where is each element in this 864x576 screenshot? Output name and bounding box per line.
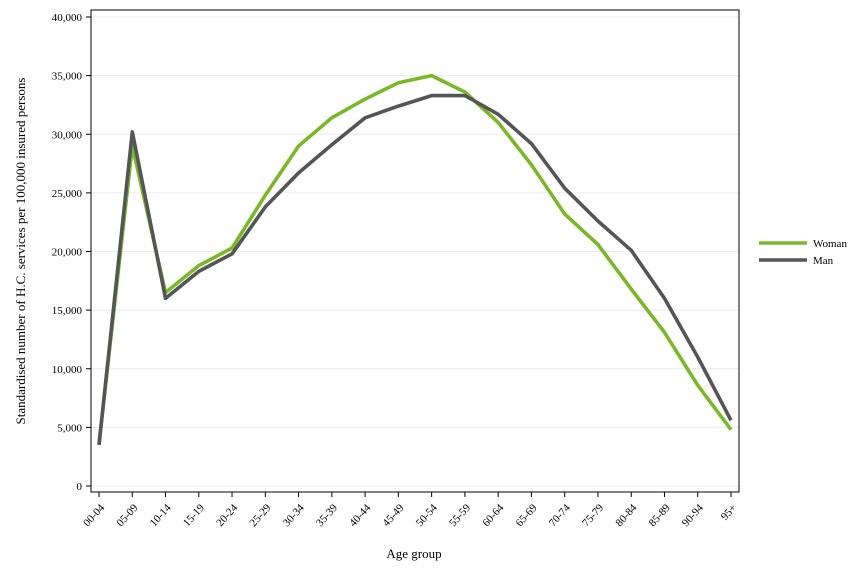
y-tick-label: 0 (77, 481, 83, 493)
x-axis: 00-04 05-09 10-14 15-19 20-24 25-29 30-34 35-39… (81, 492, 739, 529)
y-tick-label: 35,000 (52, 71, 83, 83)
gridlines (91, 16, 739, 487)
x-axis-title: Age group (386, 546, 441, 561)
x-tick-label: 90-94 (680, 502, 706, 529)
x-tick-label: 10-14 (148, 502, 174, 529)
legend-label: Woman (813, 238, 847, 250)
x-tick-label: 60-64 (480, 502, 506, 529)
x-tick-label: 40-44 (347, 502, 373, 529)
y-tick-label: 30,000 (52, 129, 83, 141)
y-tick-label: 25,000 (52, 188, 83, 200)
x-tick-label: 05-09 (114, 502, 140, 529)
x-tick-label: 65-69 (514, 502, 540, 529)
y-tick-label: 5,000 (57, 422, 82, 434)
y-tick-label: 15,000 (52, 305, 83, 317)
y-tick-label: 40,000 (52, 12, 83, 24)
x-tick-label: 45-49 (381, 502, 407, 529)
y-tick-label: 10,000 (52, 364, 83, 376)
series-lines (97, 73, 733, 446)
y-axis-title: Standardised number of H.C. services per… (13, 78, 28, 425)
y-axis: 0 5,000 10,000 15,000 20,000 25,000 30,000 35,0… (52, 12, 91, 493)
x-tick-label: 35-39 (314, 502, 340, 529)
x-tick-label: 70-74 (547, 502, 573, 529)
x-tick-label: 25-29 (247, 502, 273, 529)
x-tick-label: 00-04 (81, 502, 107, 529)
y-tick-label: 20,000 (52, 247, 83, 259)
legend-label: Man (813, 255, 834, 267)
x-tick-label: 30-34 (281, 502, 307, 529)
x-tick-label: 80-84 (613, 502, 639, 529)
legend: Woman Man (759, 238, 847, 267)
x-tick-label: 50-54 (414, 502, 440, 529)
x-tick-label: 20-24 (214, 502, 240, 529)
x-tick-label: 95+ (719, 502, 739, 523)
series-line-woman (97, 73, 733, 445)
series-line-man (97, 93, 733, 446)
x-tick-label: 55-59 (447, 502, 473, 529)
x-tick-label: 75-79 (580, 502, 606, 529)
x-tick-label: 85-89 (647, 502, 673, 529)
x-tick-label: 15-19 (181, 502, 207, 529)
